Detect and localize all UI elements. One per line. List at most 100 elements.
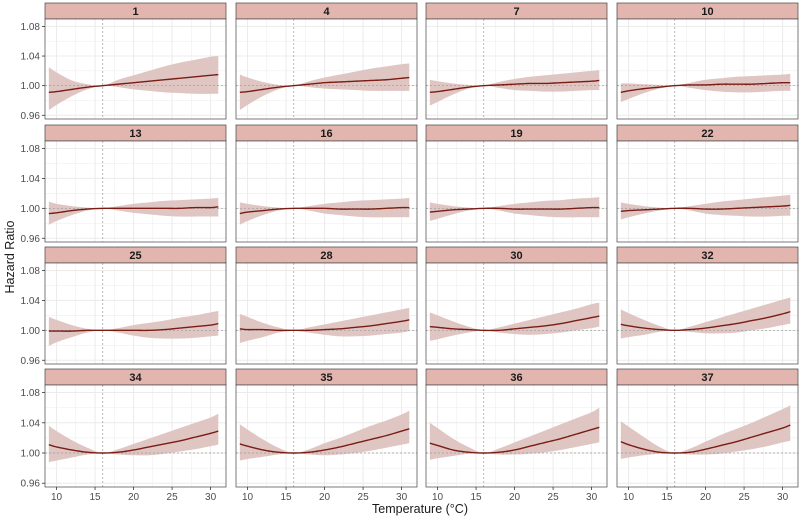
facet-strip-label: 1 xyxy=(132,6,138,18)
hazard-ratio-line xyxy=(620,204,791,213)
hazard-ratio-line xyxy=(429,206,600,213)
panel-border xyxy=(425,140,608,243)
panel-border xyxy=(616,18,799,120)
facet-strip-label: 36 xyxy=(510,372,522,384)
hazard-ratio-line xyxy=(239,428,410,454)
facet-panel-10: 10 xyxy=(616,2,799,120)
confidence-ribbon xyxy=(48,413,219,463)
panel-border xyxy=(616,140,799,243)
y-tick-label: 0.96 xyxy=(21,356,41,367)
y-tick-label: 1.00 xyxy=(21,326,41,337)
panel-background xyxy=(617,141,798,242)
facet-panel-7: 7 xyxy=(425,2,608,120)
x-tick-label: 20 xyxy=(128,492,140,503)
x-tick-label: 10 xyxy=(623,492,635,503)
x-tick-label: 20 xyxy=(319,492,331,503)
hazard-ratio-line xyxy=(48,73,219,94)
facet-strip-label: 37 xyxy=(701,372,713,384)
confidence-ribbon xyxy=(48,310,219,347)
y-tick-label: 1.00 xyxy=(21,204,41,215)
facet-panel-25: 25 0.96 1.00 1.04 1.08 xyxy=(21,246,227,367)
facet-strip-label: 19 xyxy=(510,128,522,140)
panel-border xyxy=(425,262,608,365)
x-tick-label: 30 xyxy=(205,492,217,503)
panel-border xyxy=(425,18,608,120)
confidence-ribbon xyxy=(620,405,791,460)
x-tick-label: 30 xyxy=(396,492,408,503)
hazard-ratio-line xyxy=(48,430,219,454)
panel-border xyxy=(235,140,418,243)
panel-border xyxy=(425,384,608,488)
x-tick-label: 20 xyxy=(509,492,521,503)
x-tick-label: 10 xyxy=(432,492,444,503)
facet-panel-4: 4 xyxy=(235,2,418,120)
facet-panel-1: 1 0.96 1.00 1.04 1.08 xyxy=(21,2,227,122)
facet-panel-36: 36 10 15 20 25 30 xyxy=(425,368,608,503)
hazard-ratio-line xyxy=(620,310,791,332)
hazard-ratio-line xyxy=(48,206,219,215)
y-tick-label: 1.00 xyxy=(21,449,41,460)
confidence-ribbon xyxy=(239,307,410,344)
facet-strip-label: 10 xyxy=(701,6,713,18)
confidence-ribbon xyxy=(620,194,791,220)
hazard-ratio-line xyxy=(620,81,791,94)
facet-panel-19: 19 xyxy=(425,124,608,243)
panel-border xyxy=(44,384,227,488)
panel-border xyxy=(235,262,418,365)
facet-strip-label: 32 xyxy=(701,250,713,262)
facet-panel-37: 37 10 15 20 25 30 xyxy=(616,368,799,503)
y-tick-label: 1.08 xyxy=(21,388,41,399)
facet-panel-34: 34 0.96 1.00 1.04 1.08 10 15 20 25 30 xyxy=(21,368,227,503)
confidence-ribbon xyxy=(239,63,410,111)
confidence-ribbon xyxy=(429,407,600,460)
facet-panel-35: 35 10 15 20 25 30 xyxy=(235,368,418,503)
panel-background xyxy=(45,141,226,242)
x-tick-label: 10 xyxy=(51,492,63,503)
facet-strip-label: 4 xyxy=(323,6,330,18)
panel-border xyxy=(235,384,418,488)
y-axis-title: Hazard Ratio xyxy=(3,220,17,293)
x-tick-label: 15 xyxy=(471,492,483,503)
y-tick-label: 1.04 xyxy=(21,296,41,307)
facet-strip-label: 25 xyxy=(129,250,141,262)
facet-panel-28: 28 xyxy=(235,246,418,365)
hazard-ratio-line xyxy=(620,424,791,454)
confidence-ribbon xyxy=(429,302,600,341)
facet-strip-label: 7 xyxy=(513,6,519,18)
hazard-ratio-line xyxy=(429,79,600,94)
y-tick-label: 1.00 xyxy=(21,81,41,92)
facet-panel-32: 32 xyxy=(616,246,799,365)
y-tick-label: 0.96 xyxy=(21,234,41,245)
facet-panel-13: 13 0.96 1.00 1.04 1.08 xyxy=(21,124,227,245)
confidence-ribbon xyxy=(239,410,410,461)
x-axis-title: Temperature (°C) xyxy=(372,502,468,516)
hazard-ratio-line xyxy=(429,315,600,332)
panel-border xyxy=(235,18,418,120)
y-tick-label: 1.08 xyxy=(21,22,41,33)
facet-strip-label: 34 xyxy=(129,372,142,384)
confidence-ribbon xyxy=(429,70,600,106)
facet-strip-label: 28 xyxy=(320,250,332,262)
facet-panel-16: 16 xyxy=(235,124,418,243)
facet-strip-label: 30 xyxy=(510,250,522,262)
x-tick-label: 25 xyxy=(358,492,370,503)
panel-border xyxy=(616,384,799,488)
hazard-ratio-line xyxy=(239,206,410,215)
x-tick-label: 10 xyxy=(242,492,254,503)
y-tick-label: 0.96 xyxy=(21,111,41,122)
y-tick-label: 1.08 xyxy=(21,266,41,277)
x-tick-label: 30 xyxy=(777,492,789,503)
panel-border xyxy=(44,18,227,120)
confidence-ribbon xyxy=(620,297,791,339)
panel-border xyxy=(44,140,227,243)
panel-background xyxy=(426,19,607,119)
facet-strip-label: 35 xyxy=(320,372,332,384)
panel-background xyxy=(236,141,417,242)
confidence-ribbon xyxy=(239,197,410,225)
facet-strip-label: 16 xyxy=(320,128,332,140)
confidence-ribbon xyxy=(48,197,219,225)
x-tick-label: 15 xyxy=(281,492,293,503)
hazard-ratio-line xyxy=(48,322,219,332)
confidence-ribbon xyxy=(620,73,791,102)
